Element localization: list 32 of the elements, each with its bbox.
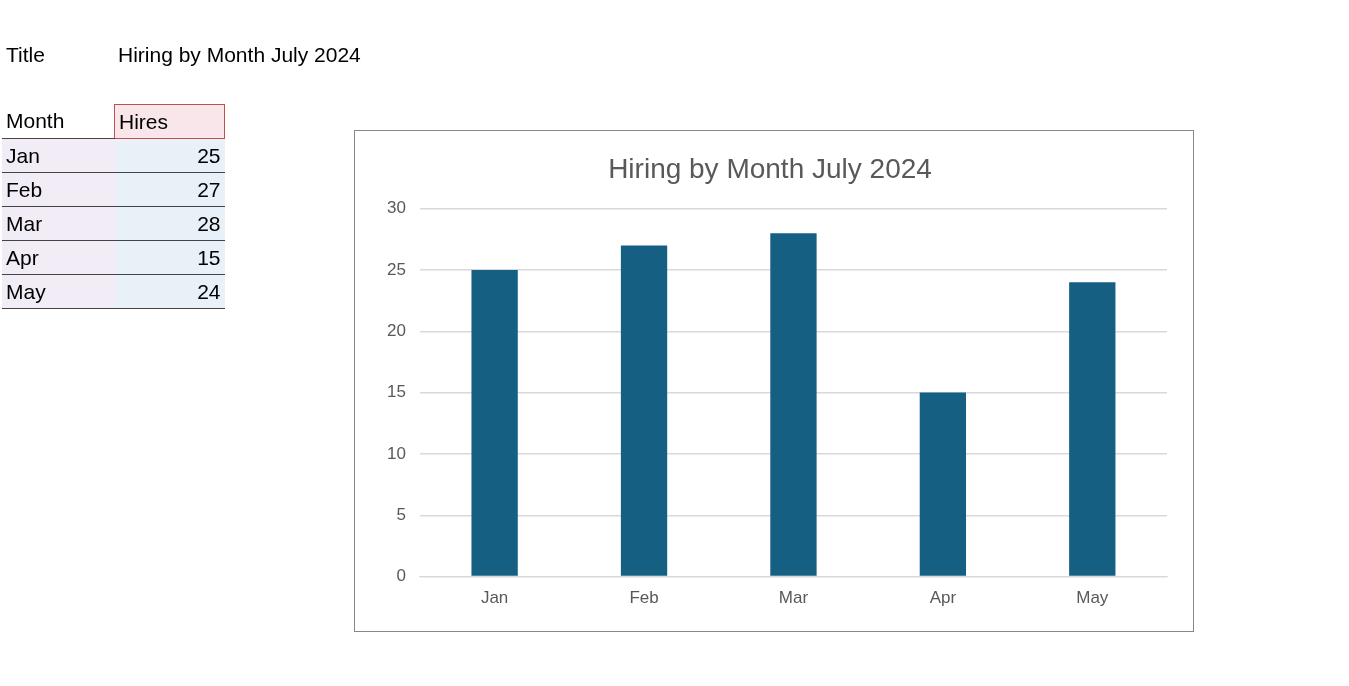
data-label: 24 [114,274,225,309]
x-tick-label: Feb [629,588,659,608]
y-tick-label: 15 [386,382,406,402]
y-tick-label: 0 [396,566,406,586]
data-label: 15 [114,240,225,275]
category-label: Feb [2,172,115,207]
data-label: 27 [114,172,225,207]
x-tick-label: Apr [929,588,957,608]
bar [919,392,967,576]
chart-title: Hiring by Month July 2024 [608,152,932,184]
bar [620,245,668,576]
y-tick-label: 5 [396,504,406,524]
y-tick-label: 20 [386,320,406,340]
text: Title [6,42,45,68]
y-tick-label: 10 [386,443,406,463]
category-label: Mar [2,206,115,241]
bar [471,269,518,576]
bar [1069,282,1116,576]
text: Hires [114,104,225,139]
text: Hiring by Month July 2024 [118,42,361,68]
data-label: 28 [114,206,225,241]
category-label: Apr [2,240,115,275]
x-tick-label: Mar [778,588,809,608]
text: Month [2,104,115,139]
x-tick-label: Jan [480,588,509,608]
category-label: Jan [2,138,115,173]
category-label: May [2,274,115,309]
y-tick-label: 25 [386,259,406,279]
y-tick-label: 30 [386,198,406,218]
bar [770,233,817,576]
data-label: 25 [114,138,225,173]
x-tick-label: May [1076,588,1109,608]
